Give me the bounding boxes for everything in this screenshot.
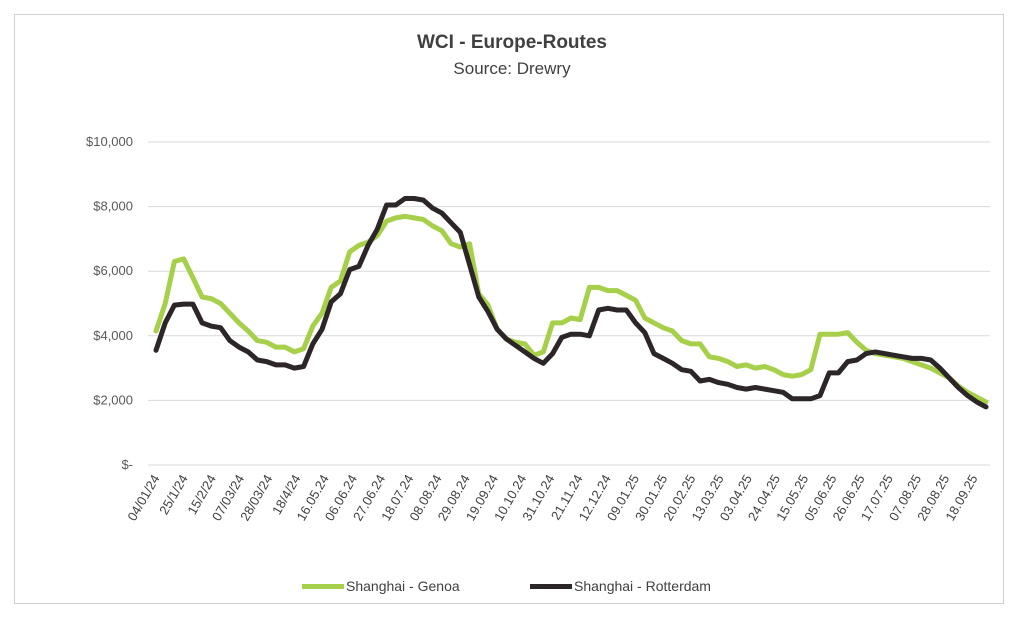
legend-label-genoa: Shanghai - Genoa [346, 578, 460, 594]
y-tick-label: $- [121, 457, 133, 472]
x-tick-label: 04/01/24 [124, 472, 162, 523]
chart-frame [14, 14, 1004, 604]
y-tick-label: $4,000 [93, 328, 133, 343]
legend-item-genoa: Shanghai - Genoa [302, 578, 460, 594]
series-line-genoa [153, 213, 989, 405]
legend: Shanghai - Genoa Shanghai - Rotterdam [0, 578, 1024, 598]
chart-subtitle: Source: Drewry [453, 59, 571, 78]
legend-item-rotterdam: Shanghai - Rotterdam [530, 578, 711, 594]
legend-swatch-rotterdam [530, 583, 572, 589]
y-axis-ticks: $- $2,000 $4,000 $6,000 $8,000 $10,000 [86, 134, 133, 472]
legend-label-rotterdam: Shanghai - Rotterdam [574, 578, 711, 594]
y-tick-label: $10,000 [86, 134, 133, 149]
chart-title: WCI - Europe-Routes [417, 32, 607, 53]
y-tick-label: $6,000 [93, 263, 133, 278]
gridlines [148, 141, 990, 466]
series-line-rotterdam [153, 196, 989, 410]
x-axis-ticks: 04/01/2425/1/2415/2/2407/03/2428/03/2418… [124, 472, 980, 523]
series-lines [153, 196, 989, 410]
legend-swatch-genoa [302, 583, 344, 589]
y-tick-label: $2,000 [93, 392, 133, 407]
y-tick-label: $8,000 [93, 199, 133, 214]
